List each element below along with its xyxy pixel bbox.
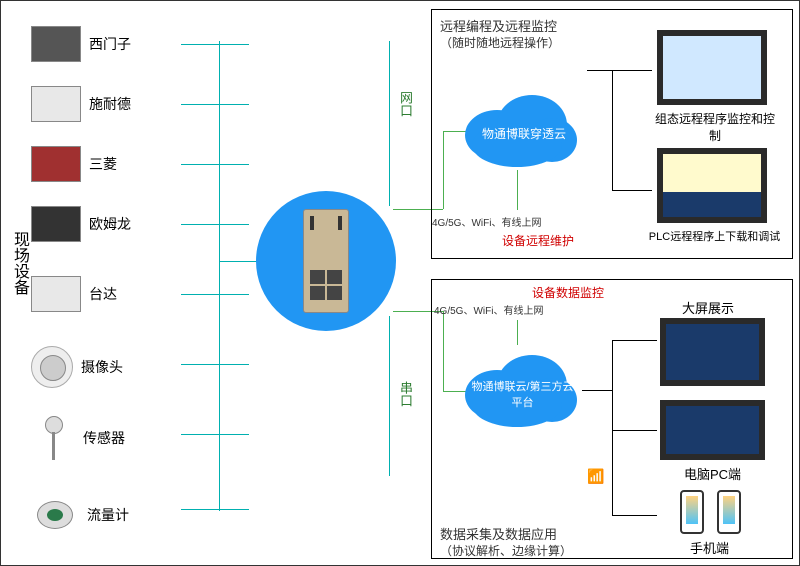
device-row: 欧姆龙 — [31, 206, 131, 242]
port-label-bottom: 串口 — [396, 381, 415, 407]
red-label-bottom: 设备数据监控 — [532, 284, 604, 301]
device-label: 流量计 — [87, 505, 129, 525]
device-row: 台达 — [31, 276, 117, 312]
bracket-bot-h — [582, 390, 612, 391]
device-label: 欧姆龙 — [89, 214, 131, 234]
device-row: 三菱 — [31, 146, 117, 182]
device-row: 摄像头 — [31, 346, 123, 388]
device-connector — [181, 364, 249, 365]
data-title: 数据采集及数据应用 — [440, 524, 557, 543]
device-connector — [181, 104, 249, 105]
phone-label: 手机端 — [690, 538, 729, 557]
data-subtitle: （协议解析、边缘计算） — [440, 542, 572, 559]
device-row: 施耐德 — [31, 86, 131, 122]
remote-title: 远程编程及远程监控 — [440, 16, 557, 35]
field-devices-label: 现场设备 — [7, 231, 31, 295]
data-box: 设备数据监控 4G/5G、WiFi、有线上网 物通博联云/第三方云平台 📶 大屏… — [431, 279, 793, 559]
device-row: 西门子 — [31, 26, 131, 62]
device-connector — [181, 164, 249, 165]
screen2-label-top: PLC远程程序上下载和调试 — [632, 228, 797, 244]
red-label-top: 设备远程维护 — [502, 232, 574, 249]
bracket-top-v — [612, 70, 613, 190]
cloud-top-down-line — [517, 170, 518, 210]
big-screen — [660, 318, 765, 386]
device-label: 摄像头 — [81, 357, 123, 377]
port-label-top: 网口 — [396, 91, 415, 117]
device-label: 西门子 — [89, 34, 131, 54]
link-label-bottom: 4G/5G、WiFi、有线上网 — [434, 302, 543, 317]
device-label: 传感器 — [83, 428, 125, 448]
cloud-label-top: 物通博联穿透云 — [474, 125, 574, 142]
bracket-top-h2 — [612, 190, 652, 191]
screen-plc — [657, 148, 767, 223]
link-label-top: 4G/5G、WiFi、有线上网 — [432, 214, 541, 229]
remote-box: 远程编程及远程监控 （随时随地远程操作） 物通博联穿透云 4G/5G、WiFi、… — [431, 9, 793, 259]
device-connector — [181, 224, 249, 225]
phone-icon-1 — [680, 490, 704, 534]
cloud-bot-up-line — [517, 320, 518, 345]
device-connector — [181, 294, 249, 295]
device-connector — [181, 44, 249, 45]
pc-label: 电脑PC端 — [684, 464, 741, 483]
device-connector — [181, 509, 249, 510]
router-icon — [303, 209, 349, 313]
bracket-bot-v — [612, 340, 613, 515]
hub-up-line — [389, 41, 390, 206]
bracket-bot-h2 — [612, 430, 657, 431]
remote-subtitle: （随时随地远程操作） — [440, 34, 560, 51]
device-trunk-line — [219, 41, 220, 511]
device-label: 台达 — [89, 284, 117, 304]
device-row: 传感器 — [31, 416, 125, 460]
wifi-icon: 📶 — [587, 468, 604, 485]
bigscreen-label: 大屏展示 — [682, 298, 734, 317]
device-connector — [181, 434, 249, 435]
bracket-top-h1 — [612, 70, 652, 71]
screen-scada — [657, 30, 767, 105]
pc-screen — [660, 400, 765, 460]
bracket-bot-h1 — [612, 340, 657, 341]
device-row: 流量计 — [31, 491, 129, 539]
bracket-bot-h3 — [612, 515, 657, 516]
screen1-label-top: 组态远程程序监控和控制 — [650, 110, 780, 144]
bracket-top-h — [587, 70, 612, 71]
hub-down-line — [389, 316, 390, 476]
device-label: 施耐德 — [89, 94, 131, 114]
phone-icon-2 — [717, 490, 741, 534]
device-label: 三菱 — [89, 154, 117, 174]
cloud-label-bottom: 物通博联云/第三方云平台 — [470, 378, 575, 410]
